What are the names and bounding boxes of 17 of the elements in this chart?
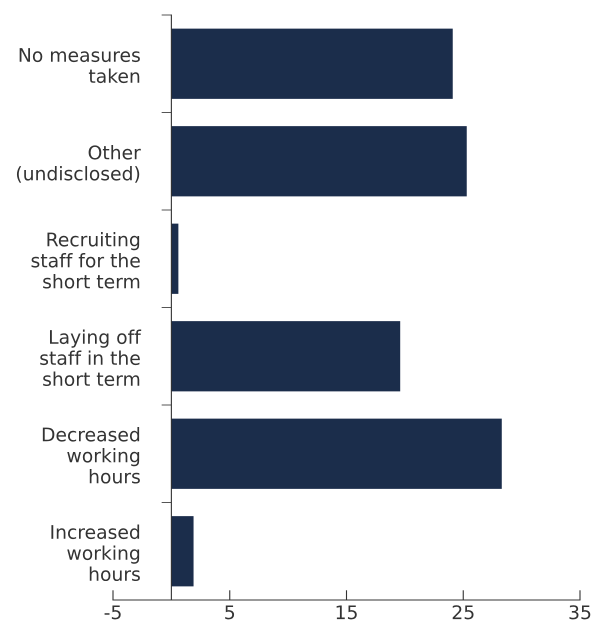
bar — [171, 321, 400, 392]
y-tick-label: Laying off staff in the short term — [40, 330, 142, 386]
bar — [171, 224, 178, 294]
y-tick-label: Other (undisclosed) — [16, 145, 141, 183]
y-tick-label: Recruiting staff for the short term — [32, 232, 140, 289]
bar — [171, 516, 194, 586]
bar — [171, 28, 453, 99]
x-tick-label: 25 — [452, 605, 474, 620]
bar — [171, 126, 467, 196]
x-tick-label: -5 — [104, 605, 121, 620]
y-tick-label: Decreased working hours — [42, 427, 140, 484]
y-tick-label: No measures taken — [20, 48, 140, 84]
y-tick-label: Increased working hours — [51, 524, 140, 582]
x-tick-label: 5 — [225, 605, 234, 620]
bar — [171, 418, 502, 489]
x-tick-label: 35 — [570, 605, 590, 620]
x-tick-label: 15 — [336, 605, 357, 620]
